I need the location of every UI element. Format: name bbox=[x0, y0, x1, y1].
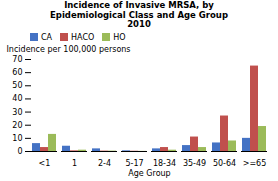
svg-text:5-17: 5-17 bbox=[125, 159, 143, 168]
svg-text:10: 10 bbox=[12, 133, 22, 142]
svg-text:40: 40 bbox=[12, 94, 22, 103]
svg-text:60: 60 bbox=[12, 68, 22, 77]
svg-text:20: 20 bbox=[12, 120, 22, 129]
svg-text:<1: <1 bbox=[39, 159, 51, 168]
svg-text:50-64: 50-64 bbox=[213, 159, 236, 168]
svg-text:0: 0 bbox=[17, 147, 22, 156]
svg-text:Age Group: Age Group bbox=[128, 168, 170, 177]
svg-text:2-4: 2-4 bbox=[98, 159, 111, 168]
svg-text:1: 1 bbox=[72, 159, 77, 168]
html-text:Incidence of Invasive MRSA, by: Incidence of Invasive MRSA, by Epidemiol… bbox=[50, 0, 228, 29]
svg-text:>=65: >=65 bbox=[243, 159, 267, 168]
svg-text:70: 70 bbox=[12, 55, 22, 64]
svg-text:30: 30 bbox=[12, 107, 22, 116]
svg-text:Incidence per 100,000 persons: Incidence per 100,000 persons bbox=[7, 45, 131, 54]
svg-text:35-49: 35-49 bbox=[183, 159, 206, 168]
html-text:HO: HO bbox=[113, 32, 126, 42]
html-text:HACO: HACO bbox=[71, 32, 95, 42]
html-text:CA: CA bbox=[41, 32, 53, 42]
svg-text:18-34: 18-34 bbox=[153, 159, 176, 168]
svg-text:50: 50 bbox=[12, 81, 22, 90]
